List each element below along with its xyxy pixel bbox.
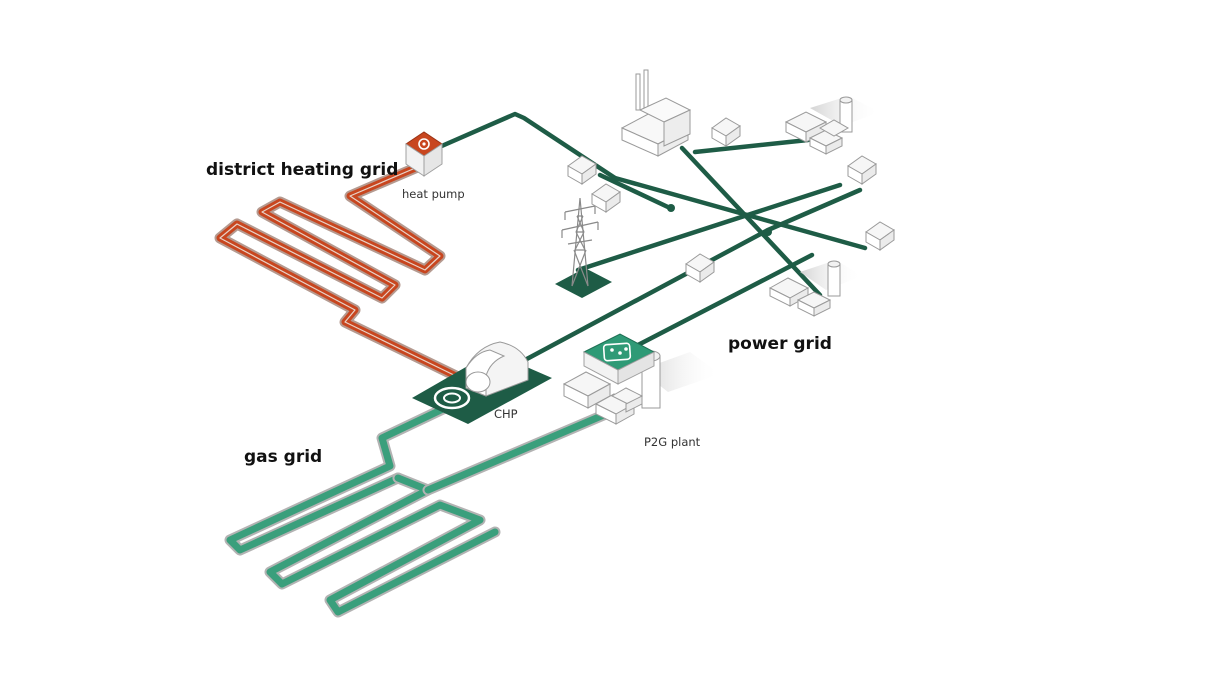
power-line-heat-pump xyxy=(425,111,618,181)
houses xyxy=(567,117,895,283)
p2g-plant-label: P2G plant xyxy=(644,435,701,449)
p2g-buildings xyxy=(562,350,661,425)
house-icon xyxy=(567,155,597,185)
p2g-icon xyxy=(582,333,656,385)
gas-grid-label: gas grid xyxy=(244,447,322,467)
factory-icon xyxy=(768,260,841,317)
power-line-p2g xyxy=(635,252,815,348)
heat-pump: heat pump xyxy=(402,131,465,201)
chp-icon xyxy=(433,386,471,410)
power-line-plant-to-substation xyxy=(679,145,823,298)
power-grid-label: power grid xyxy=(728,334,832,354)
p2g-plant: P2G plant xyxy=(562,333,720,449)
district-heating-pipe xyxy=(214,160,466,384)
chp-unit: CHP xyxy=(412,341,552,424)
pipe-segment xyxy=(226,404,449,554)
grid-junction xyxy=(667,204,675,212)
house-icon xyxy=(591,183,621,213)
house-icon xyxy=(847,155,877,185)
grid-junction xyxy=(764,228,772,236)
factory-icon xyxy=(784,96,853,155)
district-heating-grid-label: district heating grid xyxy=(206,160,398,180)
pipe-segment xyxy=(424,404,624,494)
heat-pump-label: heat pump xyxy=(402,187,465,201)
power-plant-icon xyxy=(620,69,692,157)
house-icon xyxy=(865,221,895,251)
factory-right xyxy=(768,260,862,317)
transmission-tower-icon xyxy=(561,197,599,287)
chp-label: CHP xyxy=(494,407,518,421)
pipe-segment xyxy=(266,474,499,616)
house-icon xyxy=(711,117,741,147)
power-grid-lines xyxy=(425,111,868,371)
factory-top-right xyxy=(784,96,880,155)
gas-pipe xyxy=(224,402,626,618)
heat-pump-icon xyxy=(418,138,430,150)
chp-building xyxy=(465,341,529,397)
power-plant xyxy=(620,69,692,157)
house-icon xyxy=(685,253,715,283)
power-line-upper-right xyxy=(692,137,811,155)
power-line-tower-to-right xyxy=(575,182,843,273)
transmission-tower xyxy=(555,197,612,298)
power-line-house-branch xyxy=(597,172,673,211)
